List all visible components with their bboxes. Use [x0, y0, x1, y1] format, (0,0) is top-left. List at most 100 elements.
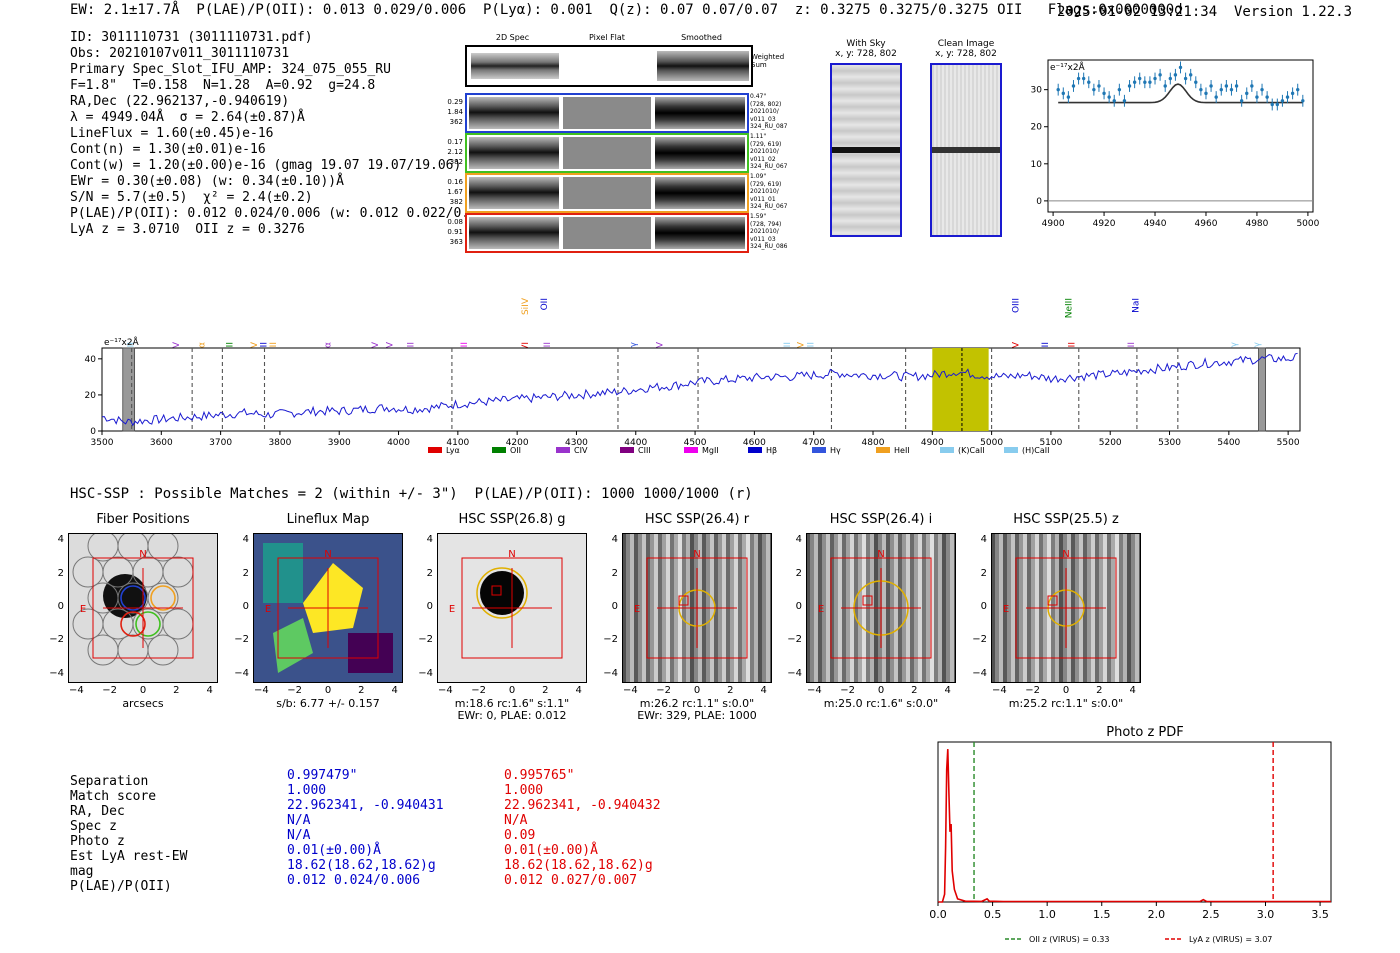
hsc-stripe	[950, 533, 954, 683]
cutout-stat: 0.16	[447, 178, 463, 186]
cutout-meta-line: 1.59"	[750, 213, 767, 220]
match-blue-values: 0.997479" 1.000 22.962341, -0.940431 N/A…	[287, 768, 444, 888]
cutout-smoothed	[655, 177, 745, 209]
hsc-stripe	[930, 533, 934, 683]
hsc-ytick-label: −4	[603, 667, 618, 679]
photoz-data	[938, 742, 1331, 903]
cutout-meta-line: v011_01	[750, 195, 776, 203]
spectrum-line-window	[932, 348, 989, 431]
hsc-xtick-label: 4	[1129, 685, 1136, 696]
zoom-data-point	[1087, 80, 1091, 84]
cutout-row-stats: 0.08 0.91 363	[445, 217, 463, 247]
zoom-data-point	[1066, 95, 1071, 99]
spectrum-line-label: NeIII	[1065, 298, 1075, 318]
spectrum-ytick-label: 40	[85, 355, 97, 365]
cutout-2dspec	[469, 217, 559, 249]
cutout-meta-line: v011_03	[750, 235, 776, 243]
photoz-title: Photo z PDF	[1106, 725, 1184, 740]
photoz-axes: 0.0 0.5 1.0 1.5 2.0 2.5 3.0 3.5	[929, 902, 1329, 921]
zoom-data-point	[1270, 102, 1274, 107]
hsc-xtick-label: −2	[471, 685, 487, 696]
zoom-data-point	[1204, 91, 1208, 96]
zoom-data-point	[1127, 84, 1132, 88]
weighted-sum-2dspec	[471, 53, 559, 79]
zoom-data-point	[1173, 73, 1178, 77]
hsc-stripe	[762, 533, 766, 683]
cutout-row: 0.17 2.12 382 1.11" (729, 619) 2021010/v011_0…	[447, 133, 795, 173]
spectrum-legend-swatch	[492, 447, 506, 453]
cutout-meta-line: (728, 802)	[750, 100, 782, 108]
zoom-data-point	[1290, 91, 1295, 96]
spectrum-legend-label: Lyα	[446, 446, 460, 455]
hsc-ytick-label: 0	[611, 601, 618, 612]
info-fit-params: F=1.8" T=0.158 N=1.28 A=0.92 g=24.8	[70, 78, 376, 93]
hsc-stripe	[999, 533, 1003, 683]
cutout-row-frame	[465, 133, 749, 173]
lineflux-peak	[303, 563, 363, 633]
hsc-panel-image: NE	[622, 533, 772, 683]
red-radec: 22.962341, -0.940432	[504, 798, 661, 813]
zoom-data-point	[1296, 87, 1300, 92]
hsc-panel-caption: m:18.6 rc:1.6" s:1.1"	[454, 697, 570, 710]
hsc-xtick-label: 2	[727, 685, 734, 696]
hsc-stripe	[622, 533, 626, 683]
hsc-catalog-box	[1047, 595, 1058, 606]
spectrum-axes: 3500 3600 3700 3800 3900 4000 4100 4200 4300 4400…	[85, 355, 1300, 448]
spectrum-xtick-label: 4700	[802, 438, 825, 448]
cutout-row-meta: 1.09" (729, 619) 2021010/v011_01 324_RU_067	[750, 173, 795, 211]
hsc-stripe	[742, 533, 746, 683]
zoom-xtick-label: 4940	[1144, 219, 1167, 229]
zoom-data-point	[1122, 99, 1127, 103]
hsc-panel-border	[806, 533, 956, 683]
hsc-ytick-label: 2	[611, 567, 618, 579]
hsc-stripe	[926, 533, 930, 683]
hsc-ytick-label: 4	[611, 534, 618, 546]
fiber-circle	[87, 634, 119, 666]
hsc-panel-border	[991, 533, 1141, 683]
zoom-ytick-label: 20	[1031, 123, 1043, 133]
hsc-xtick-label: 4	[575, 685, 582, 696]
cutout-pixelflat	[563, 97, 651, 129]
cutout-pixelflat	[563, 217, 651, 249]
cutout-meta-line: 324_RU_067	[750, 163, 788, 170]
zoom-data-point	[1076, 76, 1081, 81]
hsc-stripe	[750, 533, 754, 683]
hsc-stripe	[646, 533, 650, 683]
zoom-data-point	[1138, 76, 1142, 81]
photoz-xtick-label: 3.5	[1311, 908, 1329, 921]
zoom-data-point	[1163, 84, 1167, 88]
fiber-circle	[147, 533, 179, 562]
cutout-stat: 2.12	[447, 148, 463, 156]
spectrum-legend-swatch	[748, 447, 762, 453]
hsc-stripe	[1123, 533, 1127, 683]
spectrum-xtick-label: 4400	[624, 438, 647, 448]
zoom-data-point	[1219, 87, 1223, 92]
spectrum-xtick-label: 4600	[743, 438, 766, 448]
hsc-panel-title: HSC SSP(26.8) g	[458, 512, 566, 527]
info-lineflux: LineFlux = 1.60(±0.45)e-16	[70, 126, 274, 141]
hsc-stripe	[991, 533, 995, 683]
hsc-stripe	[1011, 533, 1015, 683]
hsc-ytick-label: 4	[795, 534, 802, 546]
zoom-data-point	[1250, 84, 1254, 88]
hsc-panel-image: NE	[253, 533, 403, 683]
cutout-stat: 382	[449, 158, 463, 166]
hsc-compass-n: N	[508, 549, 515, 560]
spectrum-ytick-label: 20	[85, 391, 97, 401]
photoz-legend: OII z (VIRUS) = 0.33 LyA z (VIRUS) = 3.07	[1005, 935, 1272, 944]
info-primary-spec: Primary Spec_Slot_IFU_AMP: 324_075_055_R…	[70, 62, 391, 77]
hsc-panel-caption: m:25.2 rc:1.1" s:0.0"	[1008, 697, 1124, 710]
zoom-data-point	[1061, 91, 1065, 96]
hsc-xtick-label: −4	[806, 685, 822, 696]
cutout-panel: 2D Spec Pixel Flat Smoothed Weighted Sum…	[447, 33, 795, 258]
lineflux-patch	[273, 618, 313, 673]
photoz-xtick-label: 0.5	[984, 908, 1002, 921]
spectrum-frame	[101, 347, 1301, 432]
hsc-xtick-label: −2	[287, 685, 303, 696]
photoz-pdf-chart: Photo z PDF 0.0 0.5 1.0 1.5 2.0 2.5 3.0 3.5 OII…	[929, 725, 1332, 944]
info-redshifts: LyA z = 3.0710 OII z = 0.3276	[70, 222, 305, 237]
photoz-xtick-label: 1.0	[1038, 908, 1056, 921]
zoom-data-point	[1168, 76, 1173, 81]
spectrum-masked-region	[1258, 347, 1267, 432]
zoom-data-point	[1097, 84, 1101, 88]
